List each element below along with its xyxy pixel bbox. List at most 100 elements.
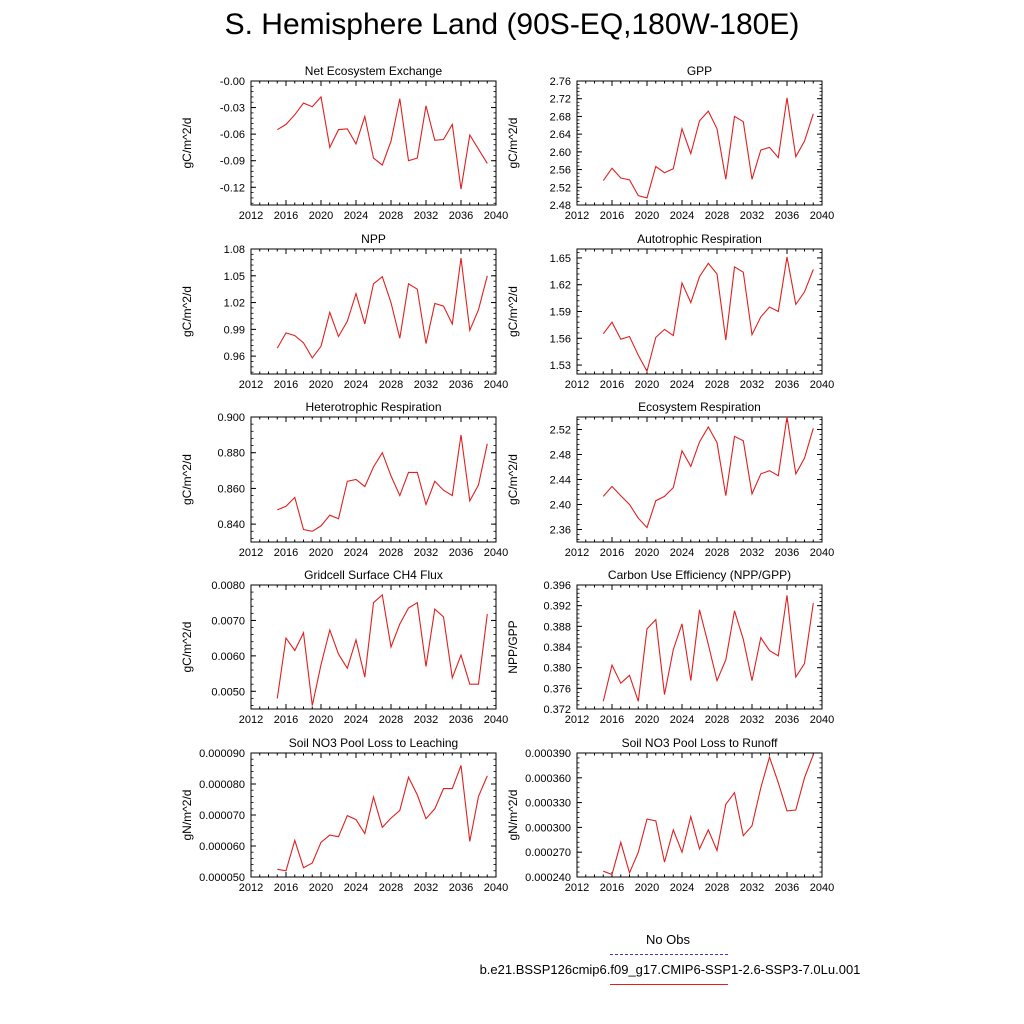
series-line [602,595,814,702]
x-tick-label: 2032 [740,547,764,559]
y-tick-label: 0.0050 [211,686,245,698]
x-tick-label: 2028 [379,714,403,726]
x-tick-label: 2028 [379,379,403,391]
x-tick-label: 2020 [635,210,659,222]
y-axis-label: gN/m^2/d [180,790,194,841]
y-tick-label: 0.000330 [525,798,571,810]
x-tick-label: 2012 [565,379,589,391]
y-tick-label: 0.840 [217,519,245,531]
y-tick-label: 2.40 [550,500,571,512]
x-tick-label: 2036 [449,714,473,726]
panel-title: Soil NO3 Pool Loss to Leaching [289,736,458,750]
x-tick-label: 2036 [775,210,799,222]
legend-obs-label: No Obs [645,932,691,947]
x-tick-label: 2016 [600,547,624,559]
panel-title: Net Ecosystem Exchange [305,64,443,78]
y-tick-label: 0.000090 [199,748,245,760]
x-tick-label: 2024 [670,882,694,894]
x-tick-label: 2012 [239,210,263,222]
x-tick-label: 2036 [449,210,473,222]
x-tick-label: 2020 [309,210,333,222]
x-tick-label: 2020 [309,547,333,559]
panel-title: Carbon Use Efficiency (NPP/GPP) [608,568,791,582]
x-tick-label: 2016 [600,379,624,391]
y-axis-label: gC/m^2/d [180,118,194,169]
x-tick-label: 2024 [344,210,368,222]
panel-title: Gridcell Surface CH4 Flux [304,568,443,582]
x-tick-label: 2024 [344,547,368,559]
x-tick-label: 2032 [414,210,438,222]
plot-frame [250,80,497,206]
plot-frame [576,584,823,710]
y-tick-label: 2.36 [550,525,571,537]
y-axis-label: gC/m^2/d [180,622,194,673]
panel-title: Soil NO3 Pool Loss to Runoff [622,736,779,750]
x-tick-label: 2028 [379,882,403,894]
x-tick-label: 2024 [670,547,694,559]
y-tick-label: 0.880 [217,448,245,460]
y-tick-label: 0.000390 [525,748,571,760]
series-line [602,256,814,373]
y-tick-label: 0.0070 [211,615,245,627]
series-line [277,95,488,190]
y-tick-label: 0.396 [543,580,571,592]
y-tick-label: 1.59 [550,307,571,319]
y-tick-label: 2.56 [550,165,571,177]
series-line [276,593,488,706]
y-tick-label: 0.99 [224,324,245,336]
panel-title: Autotrophic Respiration [637,232,762,246]
series-line [603,754,814,876]
x-tick-label: 2036 [775,379,799,391]
legend-case-label: b.e21.BSSP126cmip6.f09_g17.CMIP6-SSP1-2.… [479,962,861,977]
x-tick-label: 2032 [414,882,438,894]
y-tick-label: 0.96 [224,351,245,363]
legend-case-line [610,984,728,985]
x-tick-label: 2016 [600,714,624,726]
y-tick-label: 2.72 [550,94,571,106]
x-tick-label: 2024 [670,714,694,726]
y-axis-label: gC/m^2/d [506,118,520,169]
y-tick-label: 1.08 [224,244,245,256]
y-tick-label: 0.000240 [525,872,571,884]
y-axis-label: gC/m^2/d [180,286,194,337]
y-tick-label: 0.900 [217,412,245,424]
y-tick-label: 0.388 [543,621,571,633]
x-tick-label: 2020 [635,714,659,726]
series-line [277,765,488,872]
legend-obs-line [610,954,728,955]
x-tick-label: 2016 [274,547,298,559]
panel-title: Ecosystem Respiration [638,400,761,414]
y-axis-label: gN/m^2/d [506,790,520,841]
y-tick-label: 0.372 [543,704,571,716]
page-title: S. Hemisphere Land (90S-EQ,180W-180E) [224,8,800,41]
plot-frame [250,416,497,543]
y-tick-label: 0.0060 [211,651,245,663]
x-tick-label: 2012 [239,547,263,559]
panel-title: Heterotrophic Respiration [305,400,441,414]
y-tick-label: 1.56 [550,333,571,345]
x-tick-label: 2028 [705,714,729,726]
series-line [277,434,488,532]
x-tick-label: 2040 [484,547,508,559]
x-tick-label: 2012 [565,547,589,559]
y-tick-label: 2.52 [550,182,571,194]
x-tick-label: 2036 [449,379,473,391]
x-tick-label: 2040 [484,210,508,222]
x-tick-label: 2032 [740,714,764,726]
x-tick-label: 2036 [449,547,473,559]
y-tick-label: 0.000070 [199,810,245,822]
x-tick-label: 2024 [344,882,368,894]
x-tick-label: 2016 [600,882,624,894]
x-tick-label: 2028 [379,210,403,222]
x-tick-label: 2020 [635,547,659,559]
x-tick-label: 2020 [309,882,333,894]
series-line [276,257,488,359]
y-tick-label: 0.000050 [199,872,245,884]
x-tick-label: 2020 [635,379,659,391]
y-tick-label: -0.06 [220,129,245,141]
x-tick-label: 2020 [635,882,659,894]
y-tick-label: 2.68 [550,111,571,123]
x-tick-label: 2016 [274,882,298,894]
x-tick-label: 2024 [670,210,694,222]
y-tick-label: 2.44 [550,475,571,487]
